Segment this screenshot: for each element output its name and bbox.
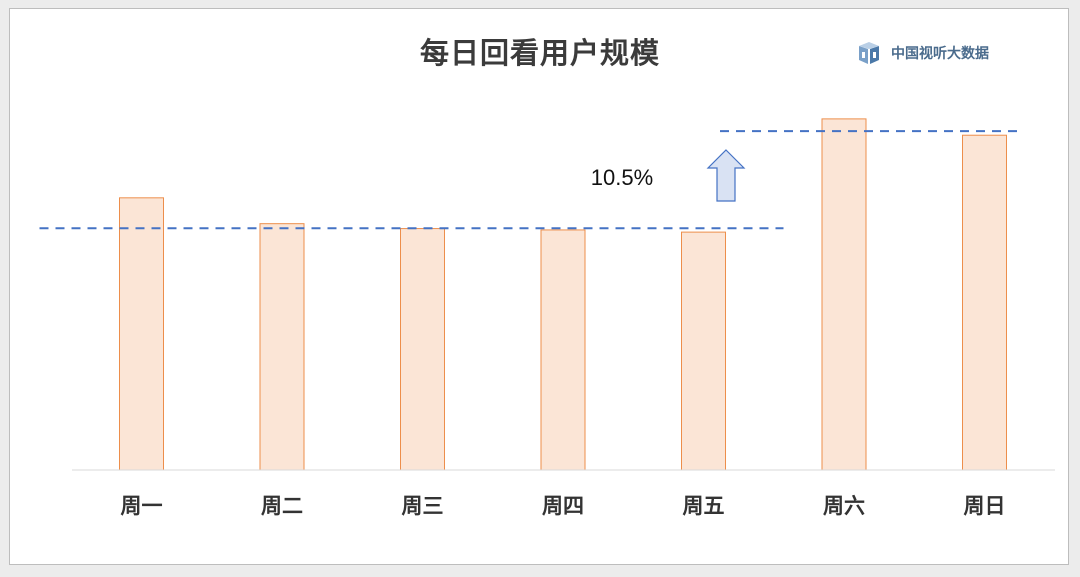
bar: [400, 228, 445, 471]
bars-layer: [119, 118, 1007, 471]
x-tick-label: 周二: [261, 494, 303, 518]
chart-frame: [9, 8, 1069, 565]
x-tick-label: 周六: [823, 494, 865, 518]
x-tick-label: 周一: [121, 494, 163, 518]
bar: [259, 223, 305, 471]
tv-cube-logo-icon: [859, 42, 879, 64]
x-tick-label: 周日: [964, 494, 1006, 518]
x-tick-label: 周五: [683, 494, 725, 518]
reference-lines: [39, 130, 1023, 230]
chart-title: 每日回看用户规模: [419, 36, 660, 70]
x-tick-labels: 周一 周二 周三 周四 周五 周六 周日: [121, 494, 1006, 518]
bar: [821, 118, 867, 471]
x-tick-label: 周三: [402, 494, 444, 518]
brand-name: 中国视听大数据: [891, 46, 989, 62]
x-tick-label: 周四: [542, 494, 584, 518]
bar: [962, 134, 1007, 471]
brand-watermark: 中国视听大数据: [856, 40, 989, 66]
up-arrow-icon: [706, 149, 746, 202]
bar: [540, 229, 586, 471]
bar: [119, 197, 164, 471]
change-label: 10.5%: [591, 165, 653, 190]
bar: [681, 231, 726, 471]
